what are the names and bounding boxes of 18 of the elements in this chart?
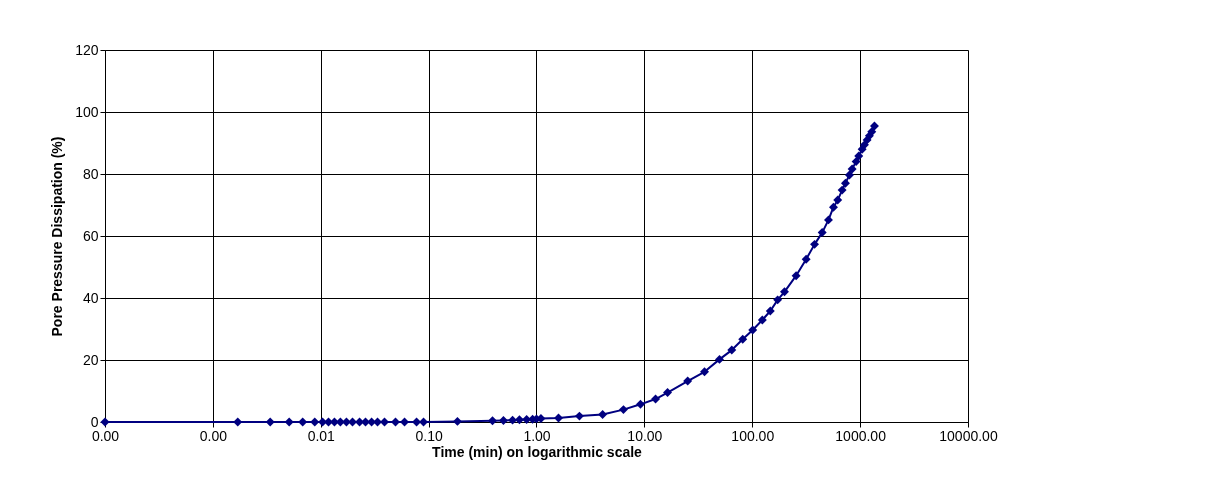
x-tick-label: 1000.00 (835, 427, 887, 444)
x-tick-label: 100.00 (731, 427, 775, 444)
x-tick-label: 10000.00 (939, 427, 998, 444)
y-tick-label: 120 (75, 41, 99, 58)
y-axis-title: Pore Pressure Dissipation (%) (49, 136, 66, 337)
x-tick-label: 0.10 (415, 427, 443, 444)
y-tick-label: 80 (82, 165, 99, 182)
x-tick-label: 0.01 (307, 427, 336, 444)
x-tick-label: 0.00 (199, 427, 228, 444)
x-tick-label: 0.00 (91, 427, 120, 444)
x-tick-label: 10.00 (627, 427, 663, 444)
y-tick-label: 60 (82, 227, 99, 244)
y-tick-label: 40 (82, 289, 99, 306)
y-tick-label: 0 (90, 413, 99, 430)
y-tick-label: 20 (82, 351, 99, 368)
x-axis-title: Time (min) on logarithmic scale (432, 443, 643, 460)
y-tick-label: 100 (75, 103, 99, 120)
x-tick-label: 1.00 (523, 427, 551, 444)
